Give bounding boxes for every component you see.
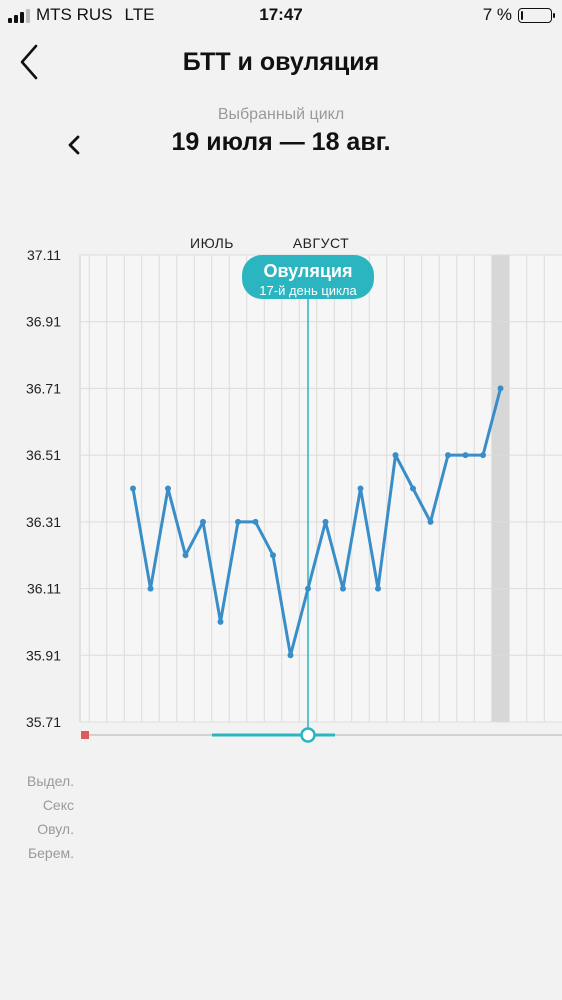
status-right: 7 % bbox=[482, 5, 555, 25]
temperature-point[interactable] bbox=[147, 585, 154, 592]
temperature-point[interactable] bbox=[182, 552, 189, 559]
timeline-handle[interactable] bbox=[300, 727, 316, 743]
temperature-point[interactable] bbox=[130, 485, 136, 492]
temperature-point[interactable] bbox=[305, 585, 311, 592]
y-tick-label: 36.11 bbox=[27, 581, 61, 597]
row-label: Выдел. bbox=[27, 773, 74, 789]
row-label: Овул. bbox=[37, 821, 74, 837]
y-tick-label: 36.71 bbox=[26, 380, 61, 396]
signal-icon bbox=[8, 7, 30, 23]
temperature-point[interactable] bbox=[375, 585, 381, 592]
temperature-point[interactable] bbox=[357, 485, 364, 492]
current-day-band bbox=[491, 255, 510, 722]
y-tick-label: 36.31 bbox=[26, 514, 61, 530]
cycle-range[interactable]: 19 июля — 18 авг. bbox=[171, 128, 391, 156]
y-tick-label: 35.91 bbox=[26, 647, 61, 663]
back-icon[interactable] bbox=[14, 42, 50, 82]
temperature-point[interactable] bbox=[462, 452, 469, 459]
page-title: БТТ и овуляция bbox=[182, 48, 380, 76]
battery-fill bbox=[521, 10, 523, 20]
temperature-point[interactable] bbox=[270, 552, 276, 559]
cycle-start-marker bbox=[81, 731, 89, 739]
row-label: Секс bbox=[42, 797, 74, 813]
cycle-label: Выбранный цикл bbox=[217, 106, 345, 123]
temperature-point[interactable] bbox=[165, 485, 171, 492]
temperature-point[interactable] bbox=[200, 518, 206, 525]
network-type: LTE bbox=[124, 5, 155, 24]
status-bar: MTS RUS LTE 17:47 7 % bbox=[0, 0, 562, 32]
temperature-point[interactable] bbox=[497, 385, 504, 392]
ovulation-title: Овуляция bbox=[264, 261, 353, 281]
carrier-name: MTS RUS bbox=[36, 5, 113, 24]
temperature-point[interactable] bbox=[287, 652, 294, 659]
prev-cycle-icon[interactable] bbox=[62, 130, 90, 160]
month-label: АВГУСТ bbox=[293, 235, 349, 251]
nav-bar: БТТ и овуляция bbox=[0, 40, 562, 86]
temperature-point[interactable] bbox=[427, 518, 434, 525]
temperature-line bbox=[131, 388, 502, 657]
temperature-point[interactable] bbox=[410, 485, 416, 492]
temperature-point[interactable] bbox=[217, 618, 224, 625]
temperature-point[interactable] bbox=[340, 585, 346, 592]
battery-icon bbox=[518, 7, 555, 23]
y-tick-label: 37.11 bbox=[27, 247, 61, 263]
status-left: MTS RUS LTE bbox=[8, 5, 154, 25]
bbt-chart[interactable]: 37.11 36.91 36.71 36.51 36.31 36.11 35.91 35.71… bbox=[0, 225, 562, 745]
ovulation-badge[interactable] bbox=[242, 255, 374, 299]
month-label: ИЮЛЬ bbox=[190, 235, 234, 251]
ovulation-subtitle: 17-й день цикла bbox=[259, 283, 357, 298]
plot-area bbox=[80, 255, 562, 722]
temperature-point[interactable] bbox=[235, 518, 241, 525]
row-label: Берем. bbox=[27, 845, 74, 861]
y-tick-label: 35.71 bbox=[26, 714, 61, 730]
temperature-point[interactable] bbox=[480, 452, 486, 459]
temperature-point[interactable] bbox=[445, 452, 451, 459]
battery-percent: 7 % bbox=[482, 5, 512, 24]
temperature-point[interactable] bbox=[322, 518, 329, 525]
status-time: 17:47 bbox=[259, 5, 303, 24]
temperature-point[interactable] bbox=[252, 518, 259, 525]
y-tick-label: 36.91 bbox=[26, 314, 61, 330]
y-tick-label: 36.51 bbox=[26, 447, 61, 463]
temperature-point[interactable] bbox=[392, 452, 399, 459]
